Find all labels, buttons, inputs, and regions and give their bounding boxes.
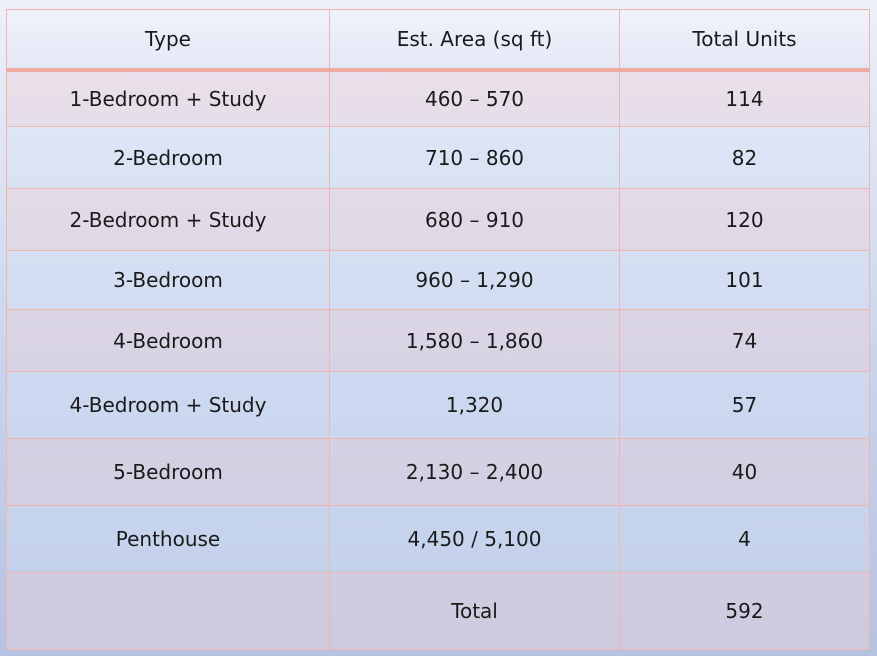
total-units: 592: [619, 572, 870, 650]
cell-area: 4,450 / 5,100: [329, 505, 620, 573]
total-row: Total 592: [6, 572, 870, 650]
cell-area: 2,130 – 2,400: [329, 438, 620, 506]
cell-units: 82: [619, 126, 870, 189]
header-units: Total Units: [619, 9, 870, 72]
header-area: Est. Area (sq ft): [329, 9, 620, 72]
table-row: 3-Bedroom 960 – 1,290 101: [6, 250, 870, 310]
cell-units: 4: [619, 505, 870, 573]
cell-type: 2-Bedroom: [6, 126, 330, 189]
table-row: 1-Bedroom + Study 460 – 570 114: [6, 69, 870, 127]
cell-area: 1,320: [329, 371, 620, 439]
cell-type: 4-Bedroom + Study: [6, 371, 330, 439]
cell-type: 5-Bedroom: [6, 438, 330, 506]
cell-type: Penthouse: [6, 505, 330, 573]
table-row: 2-Bedroom 710 – 860 82: [6, 126, 870, 189]
total-empty-cell: [6, 572, 330, 650]
cell-units: 57: [619, 371, 870, 439]
table-row: 4-Bedroom + Study 1,320 57: [6, 371, 870, 439]
table-row: Penthouse 4,450 / 5,100 4: [6, 505, 870, 573]
table-row: 4-Bedroom 1,580 – 1,860 74: [6, 309, 870, 372]
cell-area: 680 – 910: [329, 188, 620, 251]
header-type: Type: [6, 9, 330, 72]
cell-type: 4-Bedroom: [6, 309, 330, 372]
cell-units: 114: [619, 69, 870, 127]
cell-area: 460 – 570: [329, 69, 620, 127]
cell-units: 40: [619, 438, 870, 506]
cell-type: 1-Bedroom + Study: [6, 69, 330, 127]
cell-type: 3-Bedroom: [6, 250, 330, 310]
cell-area: 960 – 1,290: [329, 250, 620, 310]
cell-units: 101: [619, 250, 870, 310]
cell-units: 74: [619, 309, 870, 372]
cell-area: 710 – 860: [329, 126, 620, 189]
cell-units: 120: [619, 188, 870, 251]
header-row: Type Est. Area (sq ft) Total Units: [6, 9, 870, 72]
table-row: 5-Bedroom 2,130 – 2,400 40: [6, 438, 870, 506]
cell-area: 1,580 – 1,860: [329, 309, 620, 372]
total-label: Total: [329, 572, 620, 650]
cell-type: 2-Bedroom + Study: [6, 188, 330, 251]
unit-mix-table: Type Est. Area (sq ft) Total Units 1-Bed…: [6, 9, 870, 650]
table-row: 2-Bedroom + Study 680 – 910 120: [6, 188, 870, 251]
